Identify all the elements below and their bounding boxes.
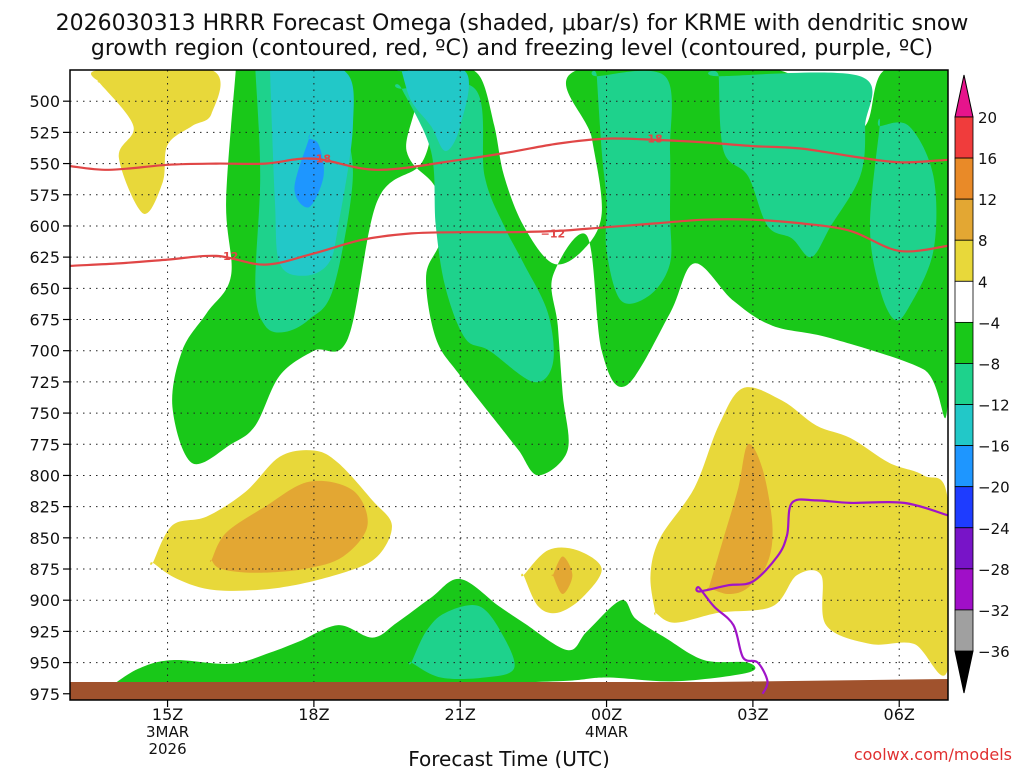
omega-region-3 xyxy=(591,70,672,304)
colorbar-bin-6 xyxy=(954,363,974,405)
colorbar-bin-2 xyxy=(954,198,974,241)
colorbar-bin-11 xyxy=(954,568,974,611)
omega-region-17 xyxy=(706,443,773,594)
colorbar-top-arrow xyxy=(954,74,974,118)
y-tick-label-725: 725 xyxy=(29,373,60,392)
y-tick-label-900: 900 xyxy=(29,591,60,610)
y-tick-label-550: 550 xyxy=(29,155,60,174)
y-tick-label-850: 850 xyxy=(29,529,60,548)
omega-region-11 xyxy=(91,70,221,214)
grid-lines xyxy=(70,70,948,700)
colorbar-bin-4 xyxy=(954,280,974,323)
colorbar-bin-12 xyxy=(954,609,974,652)
colorbar-label-0: 20 xyxy=(978,109,997,127)
colorbar-label-8: −16 xyxy=(978,438,1010,456)
colorbar-bin-7 xyxy=(954,404,974,447)
y-tick-label-650: 650 xyxy=(29,279,60,298)
chart-title-line2: growth region (contoured, red, ºC) and f… xyxy=(91,36,933,61)
x-axis-label: Forecast Time (UTC) xyxy=(408,747,610,768)
credit-text: coolwx.com/models xyxy=(854,745,1012,764)
contour-lines: −18 −18 −12 −12 xyxy=(70,133,948,695)
y-tick-label-975: 975 xyxy=(29,685,60,704)
colorbar-label-13: −36 xyxy=(978,643,1010,661)
y-tick-label-950: 950 xyxy=(29,654,60,673)
omega-region-16 xyxy=(650,387,948,676)
colorbar-label-6: −8 xyxy=(978,355,1000,373)
colorbar-label-11: −28 xyxy=(978,561,1010,579)
dgz-contour-label-1-0: −12 xyxy=(214,250,239,263)
dgz-contour-label-0-1: −18 xyxy=(638,133,663,146)
omega-region-7 xyxy=(396,70,469,152)
colorbar-label-1: 16 xyxy=(978,150,997,168)
y-tick-label-675: 675 xyxy=(29,311,60,330)
colorbar-bin-8 xyxy=(954,445,974,488)
y-tick-label-500: 500 xyxy=(29,92,60,111)
omega-region-10 xyxy=(408,605,515,680)
colorbar-label-5: −4 xyxy=(978,314,1000,332)
x-tick-date-15Z: 3MAR xyxy=(146,723,189,741)
y-tick-label-750: 750 xyxy=(29,404,60,423)
omega-region-15 xyxy=(551,556,573,594)
colorbar-label-4: 4 xyxy=(978,273,988,291)
colorbar-label-12: −32 xyxy=(978,602,1010,620)
freezing-level-contour xyxy=(695,498,948,695)
x-tick-date-00Z: 4MAR xyxy=(585,723,628,741)
omega-region-13 xyxy=(209,480,368,573)
dgz-contour-label-1-1: −12 xyxy=(541,227,566,240)
colorbar-bin-1 xyxy=(954,157,974,200)
y-tick-label-825: 825 xyxy=(29,498,60,517)
colorbar-label-10: −24 xyxy=(978,520,1010,538)
plot-area: −18 −18 −12 −12 xyxy=(70,70,948,700)
colorbar-label-2: 12 xyxy=(978,191,997,209)
chart-title-line1: 2026030313 HRRR Forecast Omega (shaded, … xyxy=(56,11,969,36)
y-tick-label-875: 875 xyxy=(29,560,60,579)
x-tick-label-21Z: 21Z xyxy=(445,705,476,724)
y-axis: 500 525 550 575 600 625 650 675 700 725 750 775 800 8… xyxy=(29,92,70,704)
colorbar-label-3: 8 xyxy=(978,232,988,250)
y-tick-label-525: 525 xyxy=(29,123,60,142)
colorbar-bin-0 xyxy=(954,116,974,159)
dgz-contour-1 xyxy=(70,218,948,267)
colorbar-bin-5 xyxy=(954,321,974,364)
dgz-contour-0 xyxy=(70,137,948,171)
terrain-edge xyxy=(70,679,948,692)
omega-region-5 xyxy=(870,118,937,321)
colorbar-bin-3 xyxy=(954,239,974,282)
x-tick-label-15Z: 15Z xyxy=(152,705,183,724)
x-tick-label-00Z: 00Z xyxy=(591,705,622,724)
colorbar-bottom-arrow xyxy=(954,650,974,694)
colorbar-label-9: −20 xyxy=(978,479,1010,497)
y-tick-label-800: 800 xyxy=(29,466,60,485)
x-tick-label-03Z: 03Z xyxy=(737,705,768,724)
plot-frame xyxy=(69,69,949,701)
dgz-contour-label-0-0: −18 xyxy=(307,153,332,166)
colorbar-bin-9 xyxy=(954,486,974,529)
x-tick-label-06Z: 06Z xyxy=(884,705,915,724)
omega-region-8 xyxy=(294,134,325,208)
y-tick-label-700: 700 xyxy=(29,342,60,361)
y-tick-label-600: 600 xyxy=(29,217,60,236)
colorbar: 20 16 12 8 4 −4 −8 −12 −16 −20 −24 −28 −32 −36 xyxy=(954,74,1010,694)
y-tick-label-925: 925 xyxy=(29,622,60,641)
omega-region-4 xyxy=(708,70,873,258)
colorbar-bin-10 xyxy=(954,527,974,570)
colorbar-label-7: −12 xyxy=(978,397,1010,415)
x-tick-year-15Z: 2026 xyxy=(148,740,186,758)
y-tick-label-575: 575 xyxy=(29,186,60,205)
y-tick-label-775: 775 xyxy=(29,435,60,454)
terrain-band xyxy=(70,682,948,700)
y-tick-label-625: 625 xyxy=(29,248,60,267)
x-tick-label-18Z: 18Z xyxy=(298,705,329,724)
